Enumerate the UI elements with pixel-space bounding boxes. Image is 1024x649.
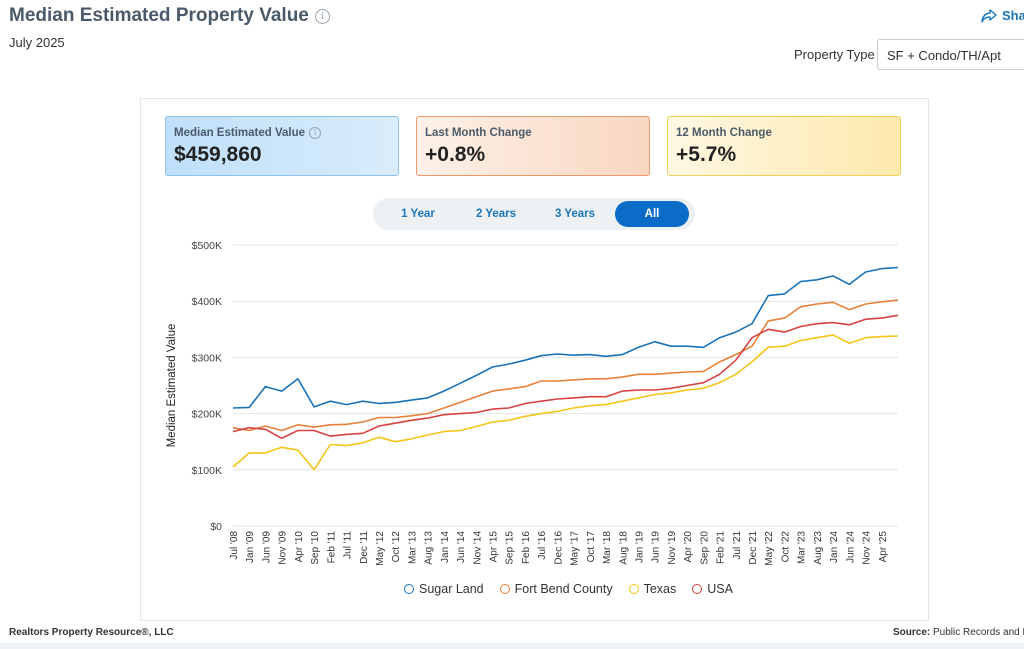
stat-median-value: Median Estimated Value i $459,860 (165, 116, 399, 176)
footer-source-label: Source: (893, 627, 931, 638)
x-tick-label: Jul '16 (537, 531, 548, 560)
x-tick-label: Feb '21 (716, 531, 727, 564)
x-tick-label: Aug '23 (813, 531, 824, 565)
legend-item-fort-bend-county[interactable]: Fort Bend County (499, 582, 613, 596)
stat-value: +5.7% (676, 143, 737, 166)
x-tick-label: Apr '10 (294, 531, 305, 563)
x-tick-label: Jun '14 (456, 531, 467, 563)
legend-label: USA (707, 582, 733, 596)
footer-source-text: Public Records and L (933, 627, 1024, 638)
x-tick-label: Sep '15 (505, 531, 516, 565)
x-tick-label: Jan '14 (440, 531, 451, 563)
bottom-bar (0, 643, 1024, 649)
line-chart: $0 $100K $200K $300K $400K $500K Median Estima… (166, 240, 899, 566)
series-line-usa (232, 314, 899, 440)
range-button-2-years[interactable]: 2 Years (475, 208, 517, 220)
stat-label-text: Median Estimated Value (174, 127, 306, 139)
x-tick-label: Nov '14 (472, 531, 483, 565)
x-tick-label: Oct '17 (586, 531, 597, 563)
property-type-label: Property Type (794, 47, 875, 62)
x-tick-label: Apr '15 (489, 531, 500, 563)
series-line-sugar-land (232, 266, 899, 409)
page-title-text: Median Estimated Property Value (9, 5, 309, 26)
y-tick-label: $500K (192, 240, 222, 252)
x-tick-label: Oct '12 (391, 531, 402, 563)
x-tick-label: Mar '23 (797, 531, 808, 564)
x-tick-label: Sep '20 (699, 531, 710, 565)
y-tick-label: $400K (192, 296, 222, 308)
x-tick-label: Dec '11 (359, 531, 370, 564)
share-icon (981, 8, 997, 23)
x-tick-label: Apr '20 (683, 531, 694, 563)
y-axis-label: Median Estimated Value (166, 324, 178, 448)
x-tick-label: Sep '10 (310, 531, 321, 565)
stat-12-month-change: 12 Month Change +5.7% (667, 116, 901, 176)
y-tick-label: $200K (192, 409, 222, 421)
legend-marker (628, 584, 639, 594)
x-tick-label: Aug '18 (618, 531, 629, 565)
x-tick-label: Jun '24 (845, 531, 856, 563)
page-title: Median Estimated Property Value i (9, 5, 330, 27)
x-tick-label: Jan '09 (245, 531, 256, 563)
stat-last-month-change: Last Month Change +0.8% (416, 116, 650, 176)
x-tick-label: Mar '13 (407, 531, 418, 564)
x-tick-label: Dec '21 (748, 531, 759, 565)
series-line-fort-bend-county (232, 299, 899, 432)
legend-item-texas[interactable]: Texas (628, 582, 677, 596)
y-tick-label: $100K (192, 465, 222, 477)
x-tick-label: Feb '16 (521, 531, 532, 564)
y-tick-label: $0 (210, 521, 222, 533)
x-tick-label: Nov '19 (667, 531, 678, 565)
info-icon[interactable]: i (314, 8, 330, 24)
x-tick-label: Jul '21 (732, 531, 743, 560)
range-button-3-years[interactable]: 3 Years (554, 208, 596, 220)
legend-marker (404, 584, 414, 594)
x-tick-label: Jun '19 (651, 531, 662, 563)
legend-label: Texas (643, 582, 677, 596)
time-range-selector: 1 Year 2 Years 3 Years All (373, 198, 695, 230)
x-tick-label: May '22 (764, 531, 775, 566)
legend-label: Fort Bend County (514, 582, 613, 596)
series-line-texas (232, 334, 899, 471)
x-tick-label: Nov '24 (862, 531, 873, 565)
x-tick-label: Dec '16 (553, 531, 564, 565)
x-tick-label: Apr '25 (878, 531, 889, 563)
legend-item-sugar-land[interactable]: Sugar Land (404, 582, 484, 596)
x-tick-label: Jan '19 (634, 531, 645, 563)
x-tick-label: Jan '24 (829, 531, 840, 563)
share-button[interactable]: Sha (981, 8, 1024, 23)
property-type-select[interactable]: SF + Condo/TH/Apt (877, 39, 1024, 70)
stat-value: $459,860 (174, 143, 262, 166)
legend-marker (692, 584, 703, 594)
info-icon[interactable]: i (309, 127, 322, 139)
chart-card: Median Estimated Value i $459,860 Last M… (140, 98, 929, 621)
legend-item-usa[interactable]: USA (692, 582, 733, 596)
legend-marker (499, 584, 510, 594)
stat-value: +0.8% (425, 143, 486, 166)
x-tick-label: Nov '09 (278, 531, 289, 565)
page-subtitle: July 2025 (9, 35, 65, 50)
range-button-1-year[interactable]: 1 Year (401, 208, 435, 220)
stat-label: Last Month Change (425, 127, 532, 139)
x-tick-label: Jul '11 (343, 531, 354, 559)
range-button-all[interactable]: All (615, 201, 689, 227)
legend-label: Sugar Land (419, 582, 484, 596)
x-tick-label: Aug '13 (424, 531, 435, 565)
share-label: Sha (1002, 8, 1024, 23)
x-tick-label: Jul '08 (229, 531, 240, 560)
stat-label: Median Estimated Value i (174, 127, 390, 139)
x-tick-label: Mar '18 (602, 531, 613, 564)
y-tick-label: $300K (192, 352, 222, 364)
x-tick-label: Feb '11 (326, 531, 337, 564)
footer-attribution: Realtors Property Resource®, LLC (9, 627, 174, 638)
footer-source: Source: Public Records and L (893, 627, 1024, 638)
x-tick-label: May '17 (570, 531, 581, 566)
chart-legend: Sugar Land Fort Bend County Texas USA (404, 582, 733, 596)
x-tick-label: Oct '22 (780, 531, 791, 563)
x-tick-label: Jun '09 (261, 531, 272, 563)
stat-label: 12 Month Change (676, 127, 772, 139)
x-tick-label: May '12 (375, 531, 386, 566)
